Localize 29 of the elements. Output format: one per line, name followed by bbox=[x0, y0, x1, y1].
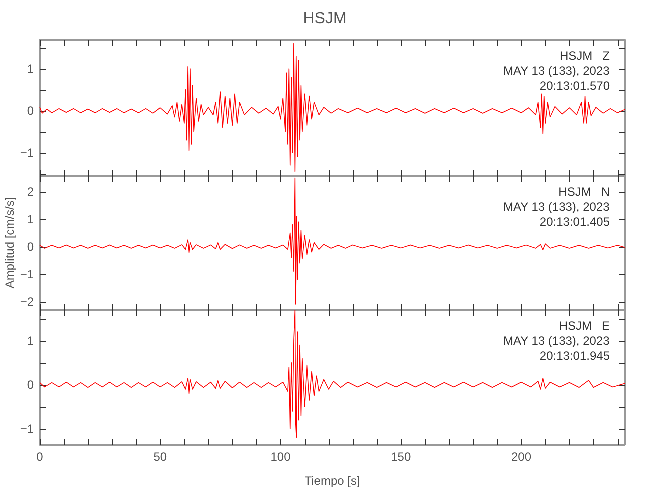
x-tick-label: 100 bbox=[270, 450, 292, 464]
annotation: 20:13:01.570 bbox=[540, 79, 610, 93]
y-axis-title: Amplitud [cm/s/s] bbox=[3, 197, 17, 289]
y-tick-label: −1 bbox=[20, 146, 34, 160]
x-tick-label: 0 bbox=[36, 450, 44, 464]
annotation: MAY 13 (133), 2023 bbox=[503, 334, 610, 348]
y-tick-label: −2 bbox=[20, 294, 34, 309]
line-series bbox=[40, 43, 626, 172]
y-tick-label: −1 bbox=[20, 422, 34, 436]
x-axis-title: Tiempo [s] bbox=[304, 474, 360, 488]
y-tick-label: 1 bbox=[27, 212, 34, 226]
annotation: HSJM Z bbox=[560, 49, 610, 63]
x-tick-label: 50 bbox=[154, 450, 168, 464]
x-tick-label: 150 bbox=[391, 450, 412, 464]
y-tick-label: 1 bbox=[27, 334, 34, 348]
y-tick-label: 0 bbox=[27, 104, 34, 118]
chart-title: HSJM bbox=[303, 10, 347, 28]
x-tick-label: 200 bbox=[511, 450, 532, 464]
annotation: 20:13:01.945 bbox=[540, 349, 610, 363]
y-tick-label: −1 bbox=[20, 267, 34, 282]
y-tick-label: 1 bbox=[27, 62, 34, 76]
y-tick-label: 0 bbox=[27, 378, 34, 392]
annotation: MAY 13 (133), 2023 bbox=[503, 200, 610, 214]
y-tick-label: 0 bbox=[27, 240, 34, 254]
annotation: HSJM N bbox=[558, 185, 610, 199]
annotation: MAY 13 (133), 2023 bbox=[503, 64, 610, 78]
annotation: HSJM E bbox=[559, 319, 610, 333]
annotation: 20:13:01.405 bbox=[540, 215, 610, 229]
y-tick-label: 2 bbox=[27, 184, 34, 199]
